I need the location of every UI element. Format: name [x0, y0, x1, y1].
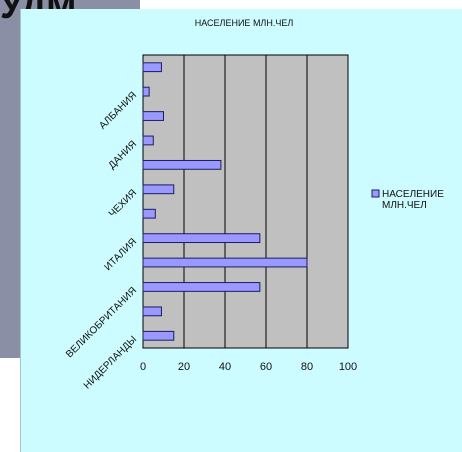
bars [142, 62, 308, 341]
x-tick-label: 60 [260, 361, 272, 373]
bar [142, 330, 175, 341]
x-tick-label: 80 [301, 361, 313, 373]
bar [142, 282, 261, 292]
bar [142, 208, 156, 219]
legend: НАСЕЛЕНИЕ МЛН.ЧЕЛ [371, 189, 447, 211]
plot-area [142, 54, 349, 349]
legend-label-line-1: НАСЕЛЕНИЕ [382, 189, 444, 200]
x-tick-label: 100 [339, 361, 357, 373]
slide-top-band [0, 0, 140, 9]
bar [142, 257, 308, 268]
bar [142, 135, 154, 146]
bar [142, 184, 175, 195]
bar [142, 159, 222, 170]
slide-side-band [0, 0, 22, 358]
bar [142, 233, 261, 244]
bar [142, 62, 162, 73]
bar [142, 306, 162, 317]
category-label: НИДЕРЛАНДЫ [82, 334, 139, 391]
legend-swatch [371, 189, 380, 198]
chart-title: НАСЕЛЕНИЕ МЛН.ЧЕЛ [195, 18, 294, 28]
bar [142, 111, 164, 121]
x-tick-label: 20 [178, 361, 190, 373]
category-labels: НИДЕРЛАНДЫВЕЛИКОБРИТАНИЯИТАЛИЯЧЕХИЯДАНИЯ… [64, 90, 139, 391]
chart-panel: НАСЕЛЕНИЕ МЛН.ЧЕЛ 0 20 40 60 80 100 НИДЕРЛАНД… [20, 9, 462, 452]
gridlines [183, 55, 308, 348]
category-label: ИТАЛИЯ [102, 236, 139, 273]
category-label: АЛБАНИЯ [97, 90, 139, 132]
legend-label: НАСЕЛЕНИЕ МЛН.ЧЕЛ [382, 189, 447, 211]
x-tick-label: 40 [219, 361, 231, 373]
category-label: ДАНИЯ [107, 139, 140, 172]
x-axis-ticks: 0 20 40 60 80 100 [140, 361, 357, 373]
bar-chart: НАСЕЛЕНИЕ МЛН.ЧЕЛ 0 20 40 60 80 100 НИДЕРЛАНД… [64, 18, 447, 391]
legend-label-line-2: МЛН.ЧЕЛ [382, 200, 427, 211]
category-label: ЧЕХИЯ [107, 188, 139, 220]
bar [142, 86, 150, 97]
x-tick-label: 0 [140, 361, 146, 373]
